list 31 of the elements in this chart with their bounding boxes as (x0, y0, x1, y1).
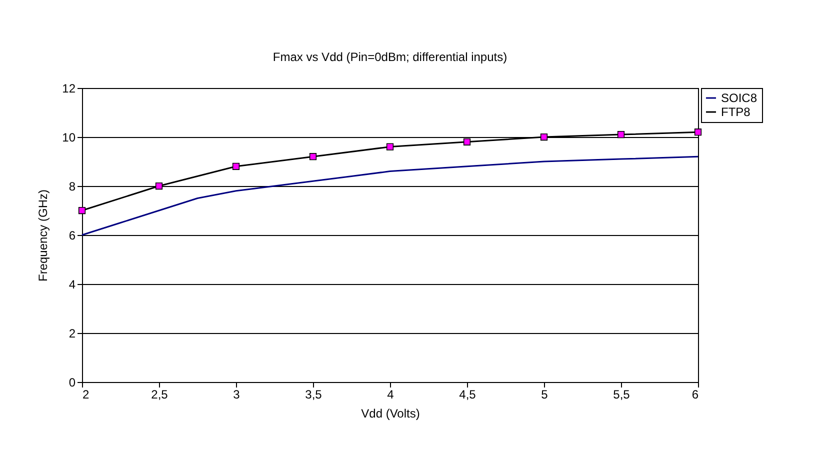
y-tick-label: 10 (62, 130, 76, 144)
x-tick-label: 6 (692, 388, 699, 402)
point (386, 143, 394, 150)
legend-label: FTP8 (721, 105, 751, 119)
y-tick-label: 2 (68, 326, 76, 340)
x-axis-title: Vdd (Volts) (361, 406, 420, 420)
point (694, 128, 702, 136)
x-tick-label: 3,5 (305, 388, 322, 402)
point (617, 130, 625, 138)
point (540, 133, 548, 141)
y-tick-label: 6 (68, 228, 76, 242)
point (78, 206, 86, 214)
point (463, 138, 471, 146)
point (309, 153, 317, 160)
y-tick-label: 8 (68, 180, 76, 194)
chart-title: Fmax vs Vdd (Pin=0dBm; differential inputs) (272, 50, 508, 64)
point (232, 162, 240, 170)
x-tick-label: 5 (541, 388, 548, 402)
line-series (81, 156, 699, 236)
x-tick-label: 4,5 (459, 388, 476, 402)
y-tick-label: 12 (62, 82, 76, 96)
point (155, 182, 163, 190)
x-tick-label: 4 (387, 388, 394, 402)
legend-label: SOIC8 (721, 91, 758, 105)
y-tick-label: 4 (68, 278, 76, 292)
x-tick-label: 2 (82, 388, 90, 402)
x-tick-label: 3 (233, 388, 240, 402)
x-tick-label: 5,5 (613, 388, 630, 402)
y-axis-title: Frequency (GHz) (36, 189, 50, 282)
x-tick-label: 2,5 (151, 388, 168, 402)
y-tick-label: 0 (68, 376, 76, 390)
